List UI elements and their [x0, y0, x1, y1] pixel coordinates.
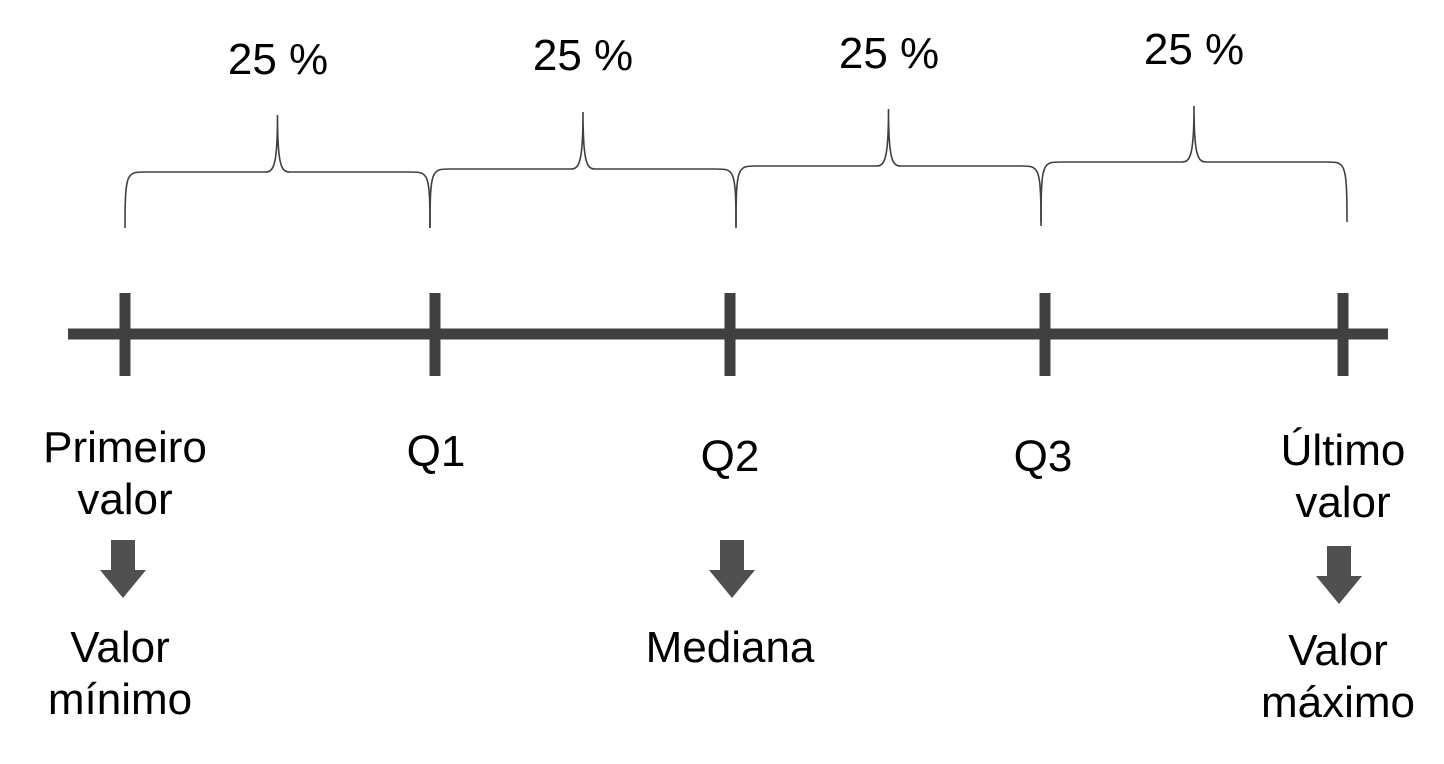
- result-label: Mediana: [646, 623, 815, 672]
- result-label-line: mínimo: [48, 675, 192, 724]
- down-arrow-icon: [1316, 546, 1362, 604]
- point-label-line: Primeiro: [43, 423, 207, 472]
- tick-group: [119, 293, 1349, 376]
- bracket-group: [124, 105, 1348, 229]
- result-label-line: máximo: [1261, 678, 1415, 727]
- point-label-line: valor: [1295, 478, 1390, 527]
- point-label: Primeiro valor: [43, 423, 207, 524]
- segment-percent-label: 25 %: [533, 31, 633, 80]
- segment-bracket: [124, 114, 431, 229]
- down-arrow-icon: [100, 540, 146, 598]
- point-label: Q3: [1014, 432, 1073, 481]
- percent-label-group: 25 % 25 % 25 % 25 %: [228, 25, 1244, 84]
- point-label-line: Q3: [1014, 432, 1073, 481]
- segment-bracket: [1040, 105, 1348, 223]
- arrow-group: [100, 540, 1362, 604]
- result-label: Valor máximo: [1261, 626, 1415, 727]
- result-label-line: Valor: [70, 623, 169, 672]
- segment-percent-label: 25 %: [1144, 25, 1244, 74]
- segment-bracket: [429, 111, 737, 229]
- point-label-line: valor: [77, 475, 172, 524]
- result-label: Valor mínimo: [48, 623, 192, 724]
- result-label-line: Valor: [1288, 626, 1387, 675]
- segment-bracket: [735, 108, 1042, 227]
- segment-percent-label: 25 %: [228, 35, 328, 84]
- down-arrow-icon: [709, 540, 755, 598]
- point-label-line: Q1: [407, 427, 466, 476]
- point-label-line: Último: [1281, 426, 1406, 475]
- point-label: Q1: [407, 427, 466, 476]
- segment-percent-label: 25 %: [839, 29, 939, 78]
- point-label-line: Q2: [701, 432, 760, 481]
- result-label-line: Mediana: [646, 623, 815, 672]
- point-label: Q2: [701, 432, 760, 481]
- point-label: Último valor: [1281, 426, 1406, 527]
